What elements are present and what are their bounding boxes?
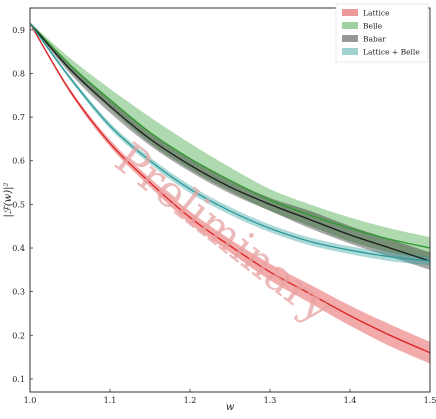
x-tick-label: 1.4 — [344, 396, 357, 405]
legend-swatch-belle — [342, 22, 358, 29]
band-lattice — [30, 22, 430, 364]
band-babar — [30, 22, 430, 270]
legend-swatch-lattice — [342, 9, 358, 16]
x-tick-label: 1.5 — [424, 396, 436, 405]
legend-box — [335, 3, 429, 63]
y-tick-label: 0.1 — [12, 375, 25, 384]
y-tick-label: 0.2 — [12, 331, 25, 340]
legend-swatch-lattice-belle — [342, 48, 358, 55]
band-belle — [30, 22, 430, 259]
y-axis-label: |ℱ(w)|² — [3, 183, 14, 218]
x-axis-label: w — [226, 402, 235, 413]
y-axis-ticks: 0.1 0.2 0.3 0.4 0.5 0.6 0.7 0.8 0.9 — [12, 26, 33, 384]
legend-swatch-babar — [342, 35, 358, 42]
x-tick-label: 1.1 — [104, 396, 117, 405]
line-belle — [29, 22, 431, 249]
line-babar — [29, 22, 431, 262]
x-tick-label: 1.3 — [264, 396, 277, 405]
line-lattice — [29, 22, 431, 354]
y-tick-label: 0.6 — [12, 157, 25, 166]
y-tick-label: 0.3 — [12, 288, 25, 297]
legend-label-lattice-belle: Lattice + Belle — [363, 48, 420, 57]
legend: Lattice Belle Babar Lattice + Belle — [335, 3, 429, 63]
legend-label-belle: Belle — [363, 22, 383, 31]
y-tick-label: 0.8 — [12, 69, 25, 78]
uncertainty-bands — [30, 22, 430, 364]
legend-label-lattice: Lattice — [363, 9, 390, 18]
central-lines — [29, 22, 431, 354]
y-tick-label: 0.7 — [12, 113, 25, 122]
line-lattice-belle — [29, 22, 431, 262]
x-axis-ticks: 1.0 1.1 1.2 1.3 1.4 1.5 — [24, 389, 436, 405]
x-tick-label: 1.0 — [24, 396, 37, 405]
y-tick-label: 0.9 — [12, 26, 25, 35]
y-tick-label: 0.5 — [12, 200, 25, 209]
plot-frame — [29, 7, 431, 393]
x-tick-label: 1.2 — [184, 396, 197, 405]
y-tick-label: 0.4 — [12, 244, 25, 253]
preliminary-watermark: Preliminary — [105, 133, 342, 334]
legend-label-babar: Babar — [363, 35, 386, 44]
